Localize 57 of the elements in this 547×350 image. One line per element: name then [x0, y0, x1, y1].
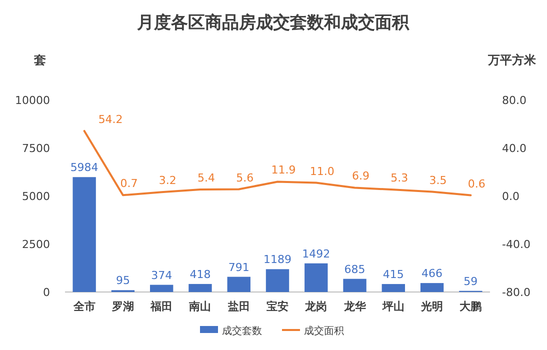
bar: [266, 269, 290, 292]
bar: [304, 263, 328, 292]
y-tick-label: 0: [43, 286, 50, 299]
y-tick-label: 5000: [22, 190, 50, 203]
x-tick-label: 大鹏: [460, 300, 482, 313]
y-tick-label: 2500: [22, 238, 50, 251]
data-label: 415: [382, 268, 404, 282]
y-tick-label: 7500: [22, 142, 50, 155]
y2-tick-label: -40.0: [502, 238, 530, 251]
data-label: 5.4: [197, 172, 215, 185]
bar: [150, 284, 174, 292]
x-tick-label: 坪山: [381, 300, 404, 313]
x-tick-label: 光明: [420, 300, 444, 313]
chart-title: 月度各区商品房成交套数和成交面积: [136, 13, 410, 33]
data-label: 791: [228, 260, 250, 274]
bar: [382, 284, 405, 292]
bar: [227, 276, 250, 292]
data-label: 685: [344, 262, 366, 276]
x-tick-label: 宝安: [266, 300, 288, 313]
x-tick-label: 龙华: [342, 300, 367, 313]
y-tick-label: 10000: [15, 94, 50, 107]
bar: [188, 284, 212, 292]
data-label: 3.5: [429, 174, 447, 187]
x-tick-label: 龙岗: [304, 300, 328, 313]
data-label: 374: [151, 268, 172, 282]
x-tick-label: 福田: [150, 300, 173, 313]
data-label: 466: [422, 267, 443, 280]
data-label: 5.3: [390, 172, 408, 185]
y2-axis-title: 万平方米: [487, 53, 537, 67]
y-axis-title: 套: [33, 53, 46, 67]
data-label: 5984: [70, 161, 98, 174]
y2-tick-label: 0.0: [502, 190, 520, 203]
data-label: 0.7: [120, 177, 138, 190]
legend-label: 成交面积: [304, 325, 344, 337]
legend-label: 成交套数: [222, 325, 262, 337]
x-tick-label: 罗湖: [110, 300, 134, 313]
data-label: 59: [464, 274, 478, 288]
data-label: 0.6: [468, 177, 486, 190]
data-label: 418: [190, 268, 211, 281]
data-label: 11.0: [310, 164, 334, 178]
data-label: 95: [116, 274, 130, 288]
bar: [420, 283, 444, 292]
data-label: 11.9: [271, 164, 296, 177]
bar: [343, 278, 366, 292]
data-label: 3.2: [158, 174, 176, 188]
data-label: 6.9: [352, 170, 370, 183]
y2-tick-label: 40.0: [502, 142, 526, 155]
data-label: 54.2: [98, 112, 123, 126]
x-tick-label: 全市: [72, 300, 96, 313]
bar: [72, 177, 96, 292]
x-tick-label: 南山: [188, 300, 212, 313]
data-label: 1189: [264, 253, 292, 266]
y2-tick-label: 80.0: [502, 94, 526, 107]
x-tick-label: 盐田: [226, 300, 250, 313]
data-label: 5.6: [236, 171, 254, 184]
y2-tick-label: -80.0: [502, 286, 530, 299]
data-label: 1492: [302, 247, 330, 260]
